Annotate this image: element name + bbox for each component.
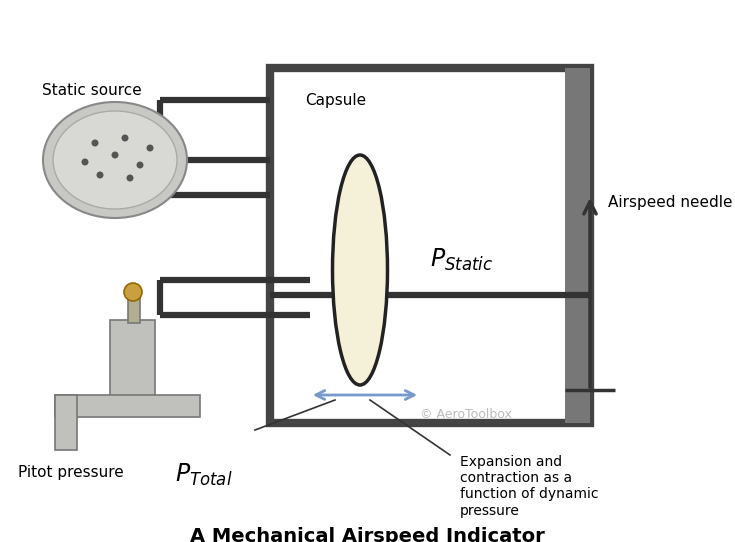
Text: Capsule: Capsule [305, 93, 366, 108]
Text: Static source: Static source [42, 83, 142, 98]
Circle shape [112, 152, 118, 158]
Circle shape [126, 175, 134, 182]
Text: Expansion and
contraction as a
function of dynamic
pressure: Expansion and contraction as a function … [460, 455, 598, 518]
Ellipse shape [53, 111, 177, 209]
Circle shape [96, 171, 104, 178]
Bar [55, 395, 77, 450]
Text: A Mechanical Airspeed Indicator: A Mechanical Airspeed Indicator [190, 527, 545, 542]
Bar [55, 395, 200, 417]
Bar [270, 68, 590, 423]
Text: Pitot pressure: Pitot pressure [18, 465, 123, 480]
Ellipse shape [43, 102, 187, 218]
Circle shape [137, 162, 143, 169]
Circle shape [146, 145, 154, 152]
Text: $P_{Total}$: $P_{Total}$ [175, 462, 232, 488]
Circle shape [121, 134, 129, 141]
Ellipse shape [332, 155, 387, 385]
Text: © AeroToolbox: © AeroToolbox [420, 409, 512, 422]
Text: $P_{Static}$: $P_{Static}$ [430, 247, 493, 273]
Bar [128, 295, 140, 323]
Text: Airspeed needle: Airspeed needle [608, 196, 733, 210]
Circle shape [124, 283, 142, 301]
Bar [110, 320, 155, 410]
Bar [565, 68, 590, 423]
Circle shape [82, 158, 88, 165]
Circle shape [91, 139, 98, 146]
